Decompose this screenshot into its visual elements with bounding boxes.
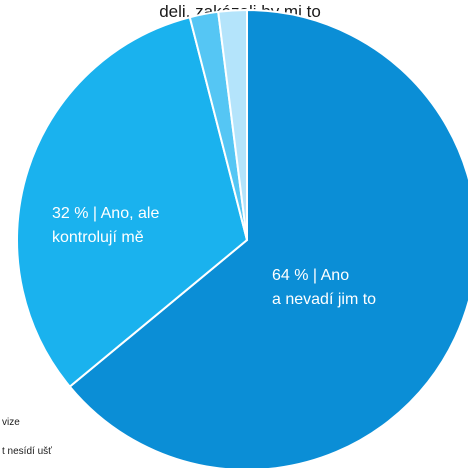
slice-label-line: kontrolují mě [52,229,144,246]
pie-slice-0 [68,8,468,468]
slice-label-line: 64 % | Ano [272,267,349,284]
pie-slice-1 [16,16,249,389]
pie-slices [16,8,468,468]
slice-label-line: a nevadí jim to [272,291,376,308]
slice-label-0: 64 % | Ano a nevadí jim to [272,267,376,308]
slice-label-line: 32 % | Ano, ale [52,205,159,222]
side-label-truncated: t nesídí ušť [2,446,52,457]
pie-slice-3 [217,8,248,241]
slice-labels: 64 % | Ano a nevadí jim to 32 % | Ano, ale… [52,205,376,308]
slice-label-1: 32 % | Ano, ale kontrolují mě [52,205,159,246]
side-label-vize: vize [2,417,20,428]
